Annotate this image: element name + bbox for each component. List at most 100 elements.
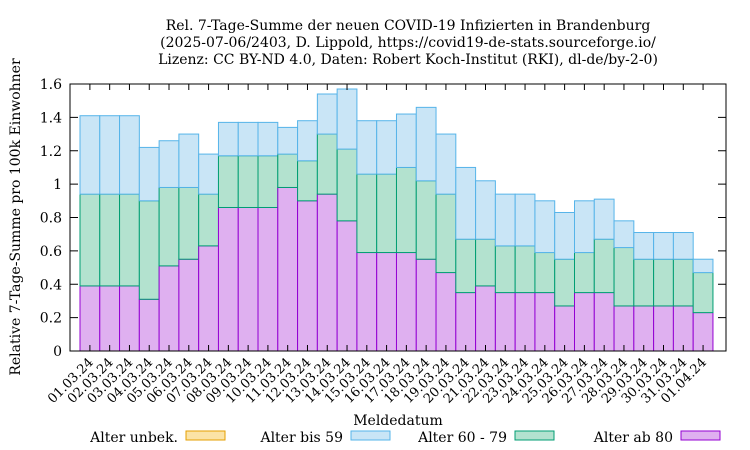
- bar-1-24: [554, 211, 575, 260]
- bar-2-6: [198, 193, 219, 247]
- y-tick-label-4: 0.8: [40, 211, 62, 227]
- bar-3-17: [415, 258, 437, 352]
- bar-3-24: [554, 305, 575, 352]
- bar-3-15: [376, 252, 397, 352]
- bar-3-19: [455, 292, 477, 352]
- bar-1-28: [633, 232, 655, 260]
- bar-1-29: [653, 232, 674, 260]
- bar-1-20: [475, 180, 496, 240]
- bar-2-12: [316, 133, 338, 195]
- bar-3-4: [158, 265, 180, 352]
- bar-3-22: [514, 292, 536, 352]
- y-tick-label-6: 1.2: [40, 144, 62, 160]
- bar-2-3: [138, 200, 160, 300]
- bar-3-6: [198, 245, 219, 352]
- y-axis: 0 0.2 0.4 0.6 0.8 1 1.2 1.4 1.6: [40, 77, 726, 360]
- bar-1-12: [316, 93, 338, 135]
- bar-3-29: [653, 305, 674, 352]
- bar-3-21: [494, 292, 516, 352]
- bar-1-6: [198, 153, 219, 195]
- y-tick-label-3: 0.6: [40, 244, 62, 260]
- bar-1-17: [415, 106, 437, 182]
- bar-3-30: [672, 305, 694, 352]
- bar-2-4: [158, 186, 180, 267]
- bar-2-10: [277, 153, 299, 188]
- y-axis-label: Relative 7-Tage-Summe pro 100k Einwohner: [8, 58, 24, 376]
- plot-frame: [69, 83, 727, 352]
- bar-3-0: [79, 285, 101, 352]
- bar-1-25: [574, 200, 595, 254]
- bar-3-8: [237, 206, 259, 352]
- bar-2-7: [217, 155, 239, 208]
- bar-1-23: [534, 200, 556, 254]
- bar-3-27: [613, 305, 635, 352]
- bar-2-28: [633, 258, 655, 307]
- chart-title-line-2: (2025-07-06/2403, D. Lippold, https://co…: [160, 35, 656, 51]
- bar-2-15: [376, 173, 397, 254]
- bar-1-22: [514, 193, 536, 247]
- bar-2-1: [99, 193, 121, 287]
- bar-3-9: [257, 206, 279, 352]
- bar-1-9: [257, 121, 279, 157]
- chart-title-line-1: Rel. 7-Tage-Summe der neuen COVID-19 Inf…: [166, 18, 651, 34]
- bar-2-31: [692, 272, 714, 314]
- bar-2-17: [415, 180, 437, 260]
- bar-2-18: [435, 193, 457, 274]
- bar-2-5: [178, 186, 200, 260]
- bar-2-22: [514, 245, 536, 294]
- x-axis: 01.03.2402.03.2403.03.2404.03.2405.03.24…: [45, 84, 710, 407]
- bar-1-13: [336, 88, 358, 150]
- bar-2-25: [574, 252, 595, 294]
- y-tick-label-1: 0.2: [40, 311, 62, 327]
- y-tick-label-7: 1.4: [40, 110, 62, 126]
- bar-1-5: [178, 133, 200, 188]
- bar-3-13: [336, 220, 358, 352]
- bar-2-19: [455, 238, 477, 294]
- y-tick-label-0: 0: [53, 344, 62, 360]
- y-tick-label-5: 1: [53, 177, 62, 193]
- bar-2-30: [672, 258, 694, 307]
- bar-1-1: [99, 115, 121, 195]
- bar-1-31: [692, 258, 714, 274]
- bar-2-8: [237, 155, 259, 208]
- bar-3-28: [633, 305, 655, 352]
- bar-3-16: [395, 252, 417, 352]
- bar-1-21: [494, 193, 516, 247]
- legend-label-3: Alter ab 80: [593, 430, 673, 446]
- bar-2-9: [257, 155, 279, 208]
- bar-2-23: [534, 252, 556, 294]
- bars-layer: [79, 88, 714, 352]
- legend-swatch-2: [514, 430, 555, 441]
- bar-1-27: [613, 220, 635, 249]
- bar-1-16: [395, 113, 417, 168]
- bar-3-3: [138, 298, 160, 352]
- bar-3-23: [534, 292, 556, 352]
- legend-label-2: Alter 60 - 79: [417, 430, 507, 446]
- bar-1-18: [435, 133, 457, 195]
- bar-2-21: [494, 245, 516, 294]
- bar-2-27: [613, 247, 635, 307]
- bar-2-24: [554, 258, 575, 307]
- bar-3-1: [99, 285, 121, 352]
- bar-2-29: [653, 258, 674, 307]
- x-axis-label: Meldedatum: [353, 413, 443, 429]
- bar-1-30: [672, 232, 694, 260]
- bar-3-14: [356, 252, 378, 352]
- bar-1-14: [356, 120, 378, 175]
- bar-3-26: [593, 292, 615, 352]
- bar-3-7: [217, 206, 239, 352]
- bar-1-3: [138, 146, 160, 202]
- legend-swatch-0: [185, 430, 226, 441]
- bar-3-5: [178, 258, 200, 352]
- bar-2-2: [119, 193, 140, 287]
- bar-2-14: [356, 173, 378, 254]
- bar-1-2: [119, 115, 140, 195]
- bar-3-20: [475, 285, 496, 352]
- bar-1-10: [277, 126, 299, 155]
- bar-1-11: [297, 120, 318, 162]
- legend-label-1: Alter bis 59: [259, 430, 343, 446]
- bar-1-4: [158, 140, 180, 188]
- bar-2-0: [79, 193, 101, 287]
- bar-2-26: [593, 238, 615, 294]
- bar-2-16: [395, 166, 417, 254]
